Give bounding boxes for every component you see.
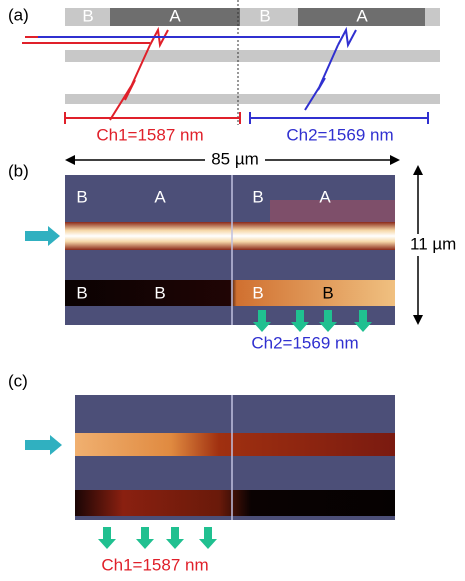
channel-label: Ch2=1569 nm xyxy=(286,125,393,144)
panel-label: (c) xyxy=(8,371,28,390)
dark-band xyxy=(75,490,395,516)
region-label: B xyxy=(252,283,263,302)
segment-label: B xyxy=(259,6,270,25)
segment-bar xyxy=(110,8,240,26)
input-arrow xyxy=(25,435,62,455)
width-label: 85 µm xyxy=(211,149,259,168)
height-label: 11 µm xyxy=(410,234,456,253)
region-label: B xyxy=(76,187,87,206)
bright-band xyxy=(75,433,395,456)
region-label: B xyxy=(322,283,333,302)
panel-label: (b) xyxy=(8,161,29,180)
channel-label: Ch1=1587 nm xyxy=(96,125,203,144)
region-label: A xyxy=(154,187,166,206)
channel-label: Ch1=1587 nm xyxy=(101,555,208,574)
segment-bar xyxy=(298,8,425,26)
marker-arrows xyxy=(98,527,217,549)
panel-label: (a) xyxy=(8,5,29,24)
red-path xyxy=(22,26,169,121)
region-label: B xyxy=(252,187,263,206)
dark-band xyxy=(65,280,395,306)
bright-band xyxy=(65,222,395,250)
segment-label: A xyxy=(169,6,181,25)
segment-bar xyxy=(65,8,110,26)
input-arrow xyxy=(25,226,60,246)
region-label: B xyxy=(76,283,87,302)
segment-bar xyxy=(425,8,440,26)
waveguide xyxy=(65,94,440,104)
channel-label: Ch2=1569 nm xyxy=(251,333,358,352)
region-label: B xyxy=(154,283,165,302)
marker-arrows xyxy=(253,310,372,332)
segment-bar xyxy=(240,8,298,26)
segment-label: B xyxy=(82,6,93,25)
blue-path xyxy=(38,26,357,111)
region-label: A xyxy=(319,187,331,206)
segment-label: A xyxy=(356,6,368,25)
waveguide xyxy=(65,50,440,62)
